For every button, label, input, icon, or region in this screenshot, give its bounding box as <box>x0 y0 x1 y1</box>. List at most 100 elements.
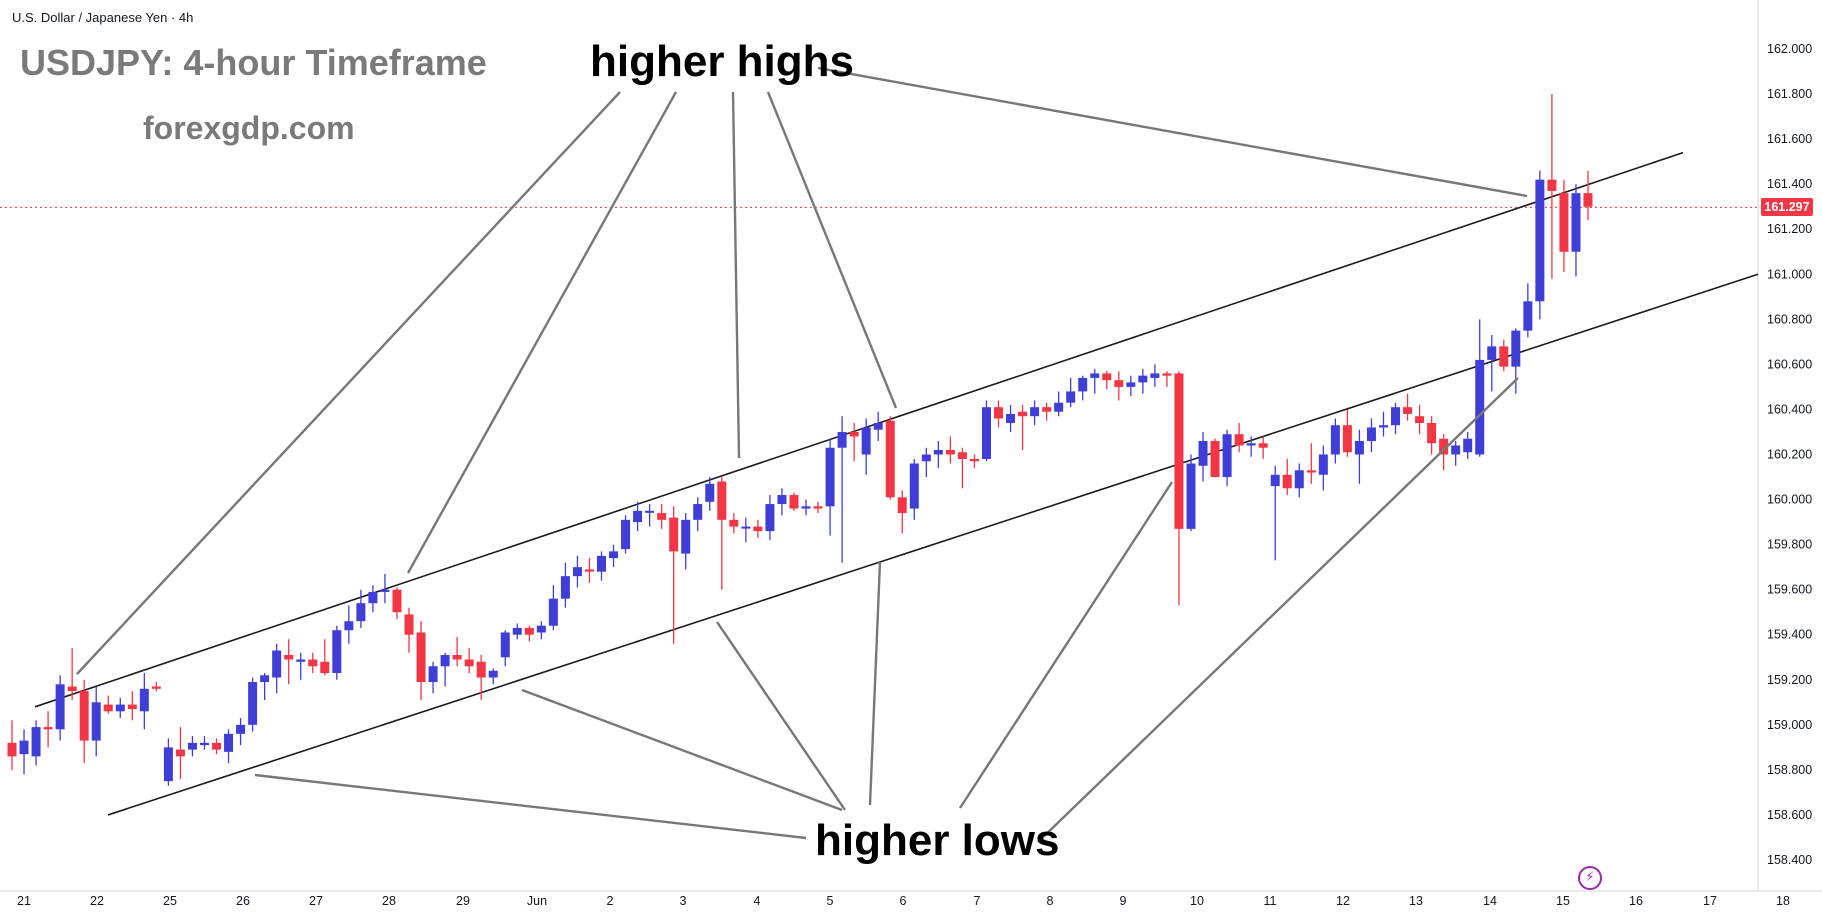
candle <box>705 477 715 511</box>
candle-body <box>969 459 979 462</box>
candle <box>404 607 414 653</box>
price-tick-label: 159.600 <box>1767 583 1812 597</box>
candle-body <box>1210 440 1220 478</box>
candle <box>861 418 871 475</box>
candle-body <box>1234 434 1244 446</box>
candle <box>1318 445 1328 491</box>
candle <box>43 711 53 748</box>
candle-body <box>657 513 667 520</box>
candle <box>428 661 438 694</box>
price-tick-label: 160.000 <box>1767 493 1812 507</box>
candle <box>825 438 835 536</box>
higher-lows-pointer <box>521 688 843 812</box>
candle-body <box>79 691 89 741</box>
annotation-pointers <box>76 66 1528 843</box>
candle-body <box>981 407 991 460</box>
candle-body <box>320 661 330 674</box>
candle-body <box>55 684 65 730</box>
candle-body <box>957 452 967 460</box>
candle <box>765 495 775 541</box>
candle <box>524 625 534 642</box>
candle-body <box>849 431 859 437</box>
candle-body <box>1366 427 1376 441</box>
candle <box>1138 368 1148 394</box>
candle-body <box>873 422 883 430</box>
candle <box>1042 402 1052 421</box>
candle <box>212 738 222 755</box>
candle <box>236 718 246 746</box>
candle <box>1126 375 1136 396</box>
candle-body <box>837 431 847 448</box>
candle-body <box>669 517 679 552</box>
candle <box>452 636 462 667</box>
candle-body <box>31 727 41 757</box>
candle-body <box>524 627 534 635</box>
candle <box>175 727 185 779</box>
candle <box>897 490 907 534</box>
candle-body <box>368 591 378 604</box>
candle-body <box>897 497 907 514</box>
candle-body <box>584 569 594 572</box>
trendlines <box>34 151 1759 816</box>
candle <box>464 648 474 674</box>
candle-body <box>1511 330 1521 367</box>
price-tick-label: 161.800 <box>1767 87 1812 101</box>
candle <box>31 720 41 766</box>
date-tick-label: 7 <box>974 894 981 908</box>
candle <box>1475 319 1485 457</box>
higher-highs-pointer <box>817 66 1528 198</box>
candle <box>1342 409 1352 457</box>
time-axis[interactable]: 21 22 25 26 27 28 29 Jun 2 3 4 5 6 7 8 9 10 11 12 13 14 15 16 1… <box>0 890 1822 908</box>
price-tick-label: 158.400 <box>1767 853 1812 867</box>
candle-body <box>1463 438 1473 453</box>
candle <box>1487 335 1497 392</box>
candle <box>55 675 65 741</box>
higher-highs-pointer <box>76 91 621 675</box>
candle-body <box>296 659 306 662</box>
symbol-info[interactable]: U.S. Dollar / Japanese Yen · 4h <box>12 10 194 25</box>
candle <box>1403 393 1413 421</box>
candle <box>717 477 727 590</box>
price-tick-label: 162.000 <box>1767 42 1812 56</box>
candle <box>1054 391 1064 417</box>
candle <box>1415 404 1425 435</box>
candle <box>1198 431 1208 482</box>
candle-body <box>813 506 823 509</box>
date-tick-label: 4 <box>754 894 761 908</box>
candle <box>1451 440 1461 466</box>
candle-body <box>645 510 655 513</box>
date-tick-label: 10 <box>1190 894 1204 908</box>
date-tick-label: 17 <box>1703 894 1717 908</box>
chart-title: USDJPY: 4-hour Timeframe <box>20 42 487 83</box>
candle-body <box>380 589 390 592</box>
date-tick-label: 6 <box>900 894 907 908</box>
candle <box>1391 402 1401 435</box>
candle-body <box>1559 193 1569 252</box>
candle <box>476 654 486 701</box>
price-axis[interactable]: 158.400 158.600 158.800 159.000 159.200 159.4… <box>0 0 1812 891</box>
candle <box>1511 328 1521 394</box>
candle <box>536 621 546 640</box>
date-tick-label: 26 <box>236 894 250 908</box>
price-tick-label: 158.600 <box>1767 808 1812 822</box>
candle <box>344 605 354 644</box>
lightning-icon[interactable]: ⚡ <box>1578 866 1602 890</box>
higher-highs-label: higher highs <box>590 37 854 86</box>
candle <box>981 400 991 462</box>
candle-body <box>1246 443 1256 446</box>
candle-body <box>488 670 498 678</box>
candle <box>139 673 149 730</box>
higher-highs-pointer <box>766 91 898 409</box>
candle-body <box>19 740 29 755</box>
candle-body <box>1126 382 1136 387</box>
higher-lows-pointer <box>716 621 846 811</box>
candle-body <box>753 526 763 532</box>
candle <box>1366 418 1376 453</box>
candle <box>1463 431 1473 460</box>
candle <box>1306 443 1316 484</box>
date-tick-label: 25 <box>163 894 177 908</box>
candle-body <box>1571 193 1581 252</box>
candle <box>621 515 631 554</box>
candle <box>1006 404 1016 432</box>
